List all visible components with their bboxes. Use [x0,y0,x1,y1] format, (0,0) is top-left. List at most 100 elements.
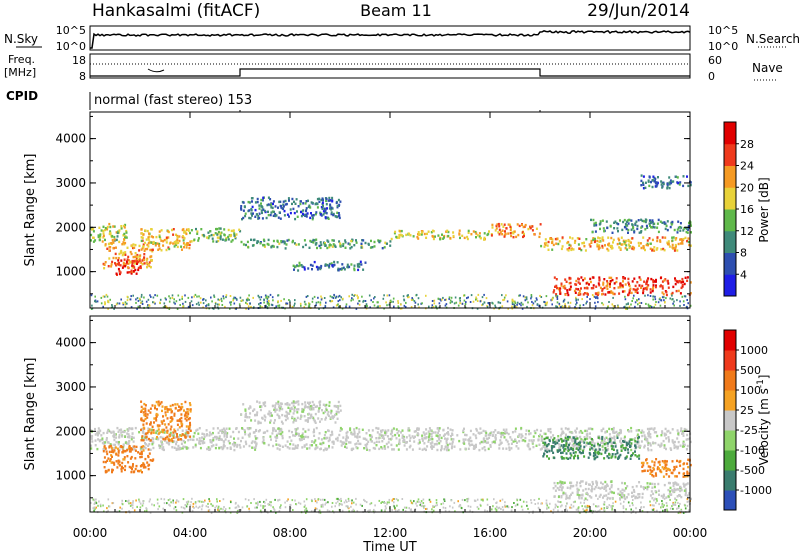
velocity-cell [606,483,608,486]
velocity-cell [489,432,492,435]
velocity-cell [336,436,339,440]
power-cell [108,242,111,245]
power-cell [122,234,125,237]
velocity-cell [518,440,521,443]
power-cell [296,264,298,267]
power-cell [592,218,595,222]
power-cell [626,219,629,222]
power-cell [459,302,461,305]
power-cell [560,284,563,287]
velocity-cell [169,408,171,411]
power-cell [661,291,664,294]
ytick-label: 2000 [55,220,86,234]
velocity-cell [245,415,248,418]
power-cell [498,225,501,228]
velocity-cell [255,413,258,417]
velocity-cell [666,430,669,433]
velocity-cell [192,446,195,449]
power-cell [270,246,273,249]
velocity-cell [353,430,356,433]
power-cell [328,199,331,202]
velocity-cell [556,441,559,445]
power-cell [336,261,339,264]
velocity-cell [391,434,394,438]
power-cell [640,246,643,250]
power-cell [260,296,263,299]
power-cell [193,295,195,298]
power-cell [601,236,604,239]
velocity-cell [673,482,676,485]
velocity-cell [106,507,108,510]
power-cell [278,242,281,245]
power-cell [172,228,175,231]
power-cell [242,299,244,302]
velocity-cell [269,435,272,438]
velocity-cell [487,433,490,436]
power-cell [466,235,469,239]
power-cell [568,288,571,291]
velocity-cell [274,406,277,410]
velocity-cell [619,497,621,500]
velocity-cell [423,437,426,440]
power-cell [140,293,143,296]
power-cell [567,249,570,252]
power-cell [143,241,146,245]
power-cell [227,238,230,241]
power-cell [506,300,509,303]
power-cell [305,207,308,210]
velocity-cell [319,403,321,406]
power-cell [336,215,338,219]
velocity-cell [118,441,120,444]
power-cell [623,218,626,222]
power-cell [449,301,452,304]
velocity-cell [121,447,124,451]
velocity-cell [320,505,323,508]
velocity-cell [643,469,646,472]
power-cell [194,293,197,296]
power-cell [259,305,262,308]
power-cell [341,263,344,266]
power-cell [346,263,349,266]
velocity-cell [560,495,563,498]
power-cell [514,300,516,303]
velocity-cell [436,448,439,452]
power-cell [372,301,374,303]
power-cell [611,231,614,234]
power-cell [246,303,249,305]
power-cell [143,257,146,260]
power-cell [650,277,653,281]
power-cell [125,236,128,239]
velocity-cell [130,470,133,474]
power-cell [648,237,651,240]
velocity-cell [475,436,478,440]
velocity-cell [147,454,150,458]
power-cell [625,220,628,223]
velocity-cell [375,440,378,444]
velocity-cell [491,441,494,444]
velocity-cell [331,415,334,418]
power-cell [188,246,191,250]
power-cell [178,298,181,301]
velocity-cell [439,440,442,443]
velocity-cell [658,493,660,496]
power-cell [470,294,473,297]
velocity-cell [264,431,266,434]
velocity-cell [590,440,593,444]
velocity-cell [601,486,604,489]
velocity-cell [286,412,289,415]
power-cell [502,225,505,228]
power-cell [661,287,664,290]
power-cell [147,304,149,307]
velocity-cell [255,443,258,446]
velocity-cell [480,440,483,444]
velocity-cell [416,427,419,430]
power-cell [654,298,657,301]
power-cell [95,300,97,303]
velocity-cell [646,488,649,491]
power-cell [601,288,604,291]
power-cell [234,237,237,240]
velocity-cell [656,466,659,469]
velocity-cell [624,448,627,452]
power-cell [328,196,331,200]
velocity-cell [396,509,399,512]
